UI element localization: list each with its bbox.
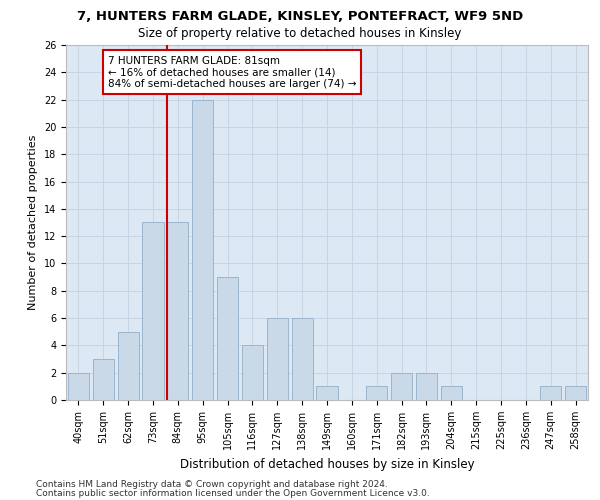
Bar: [267, 318, 288, 400]
Bar: [565, 386, 586, 400]
Bar: [118, 332, 139, 400]
Bar: [167, 222, 188, 400]
Bar: [217, 277, 238, 400]
Bar: [142, 222, 164, 400]
Bar: [416, 372, 437, 400]
Bar: [68, 372, 89, 400]
Text: 7, HUNTERS FARM GLADE, KINSLEY, PONTEFRACT, WF9 5ND: 7, HUNTERS FARM GLADE, KINSLEY, PONTEFRA…: [77, 10, 523, 23]
Bar: [441, 386, 462, 400]
Text: Size of property relative to detached houses in Kinsley: Size of property relative to detached ho…: [139, 28, 461, 40]
Bar: [391, 372, 412, 400]
Bar: [292, 318, 313, 400]
Bar: [540, 386, 561, 400]
Bar: [366, 386, 387, 400]
Y-axis label: Number of detached properties: Number of detached properties: [28, 135, 38, 310]
Bar: [242, 346, 263, 400]
Bar: [192, 100, 213, 400]
Text: Contains HM Land Registry data © Crown copyright and database right 2024.: Contains HM Land Registry data © Crown c…: [36, 480, 388, 489]
Bar: [316, 386, 338, 400]
Bar: [93, 359, 114, 400]
Text: Contains public sector information licensed under the Open Government Licence v3: Contains public sector information licen…: [36, 488, 430, 498]
Text: 7 HUNTERS FARM GLADE: 81sqm
← 16% of detached houses are smaller (14)
84% of sem: 7 HUNTERS FARM GLADE: 81sqm ← 16% of det…: [108, 56, 356, 89]
X-axis label: Distribution of detached houses by size in Kinsley: Distribution of detached houses by size …: [179, 458, 475, 470]
